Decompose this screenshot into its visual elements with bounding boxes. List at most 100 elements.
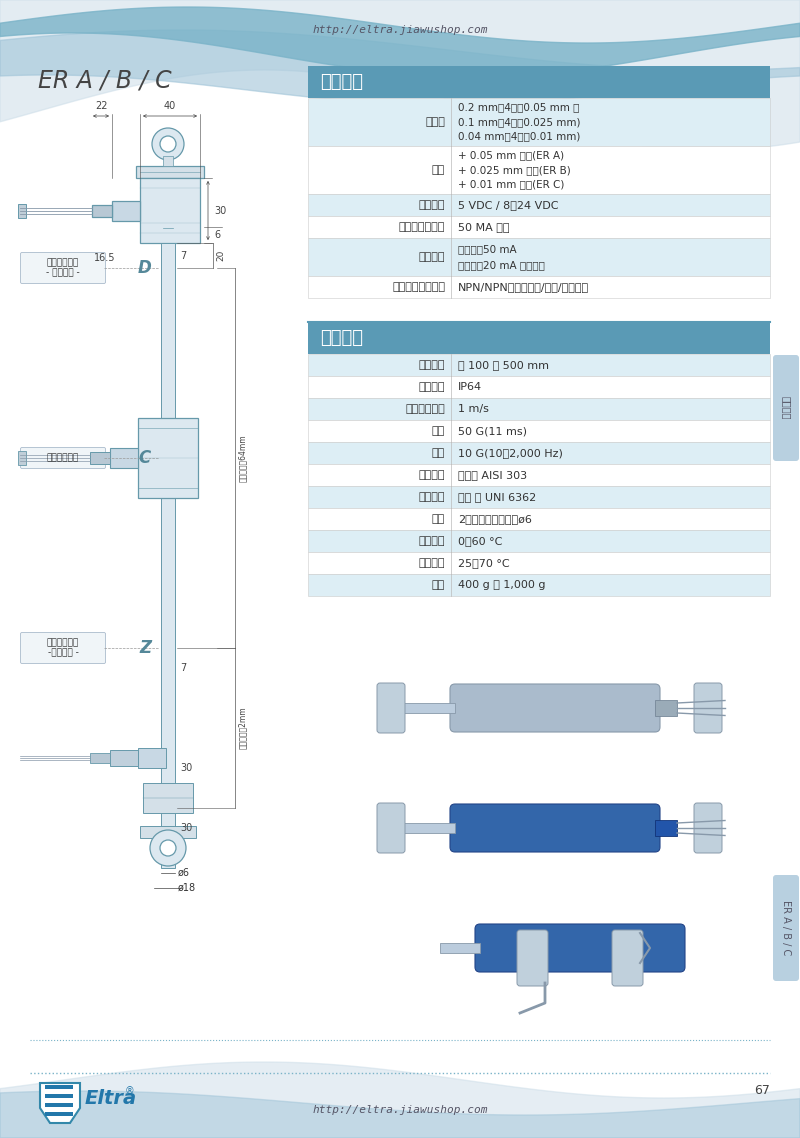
Text: 最大电流: 最大电流 — [418, 251, 446, 262]
Text: 67: 67 — [754, 1083, 770, 1097]
Bar — [308, 66, 770, 98]
Bar — [308, 442, 770, 464]
Text: 喷漆 铝 UNI 6362: 喷漆 铝 UNI 6362 — [458, 492, 537, 502]
FancyBboxPatch shape — [377, 803, 405, 854]
Text: 右置零位标记
- 关闭位置 -: 右置零位标记 - 关闭位置 - — [46, 258, 80, 278]
Text: 工作行程＋2mm: 工作行程＋2mm — [238, 707, 247, 749]
Text: 工作行程＊64mm: 工作行程＊64mm — [238, 435, 247, 481]
FancyBboxPatch shape — [450, 684, 660, 732]
Bar — [308, 193, 770, 216]
Text: 0～60 °C: 0～60 °C — [458, 536, 502, 546]
Bar — [92, 205, 112, 216]
Text: 中置零位标记: 中置零位标记 — [47, 454, 79, 462]
Bar — [45, 1085, 73, 1089]
Bar — [45, 1094, 73, 1098]
Text: ø18: ø18 — [178, 883, 196, 893]
Text: 最大运动速度: 最大运动速度 — [406, 404, 446, 414]
Bar — [655, 820, 677, 836]
Text: 振动: 振动 — [432, 448, 446, 457]
Text: D: D — [138, 259, 151, 277]
Text: 电气特性: 电气特性 — [320, 73, 363, 91]
Text: C: C — [138, 450, 151, 467]
FancyBboxPatch shape — [475, 924, 685, 972]
Text: 重量: 重量 — [432, 580, 446, 589]
Text: 工作行程: 工作行程 — [418, 360, 446, 370]
Bar — [440, 943, 480, 953]
Bar — [308, 508, 770, 530]
Circle shape — [150, 830, 186, 866]
Text: 主体材料: 主体材料 — [418, 470, 446, 480]
Text: 1 m/s: 1 m/s — [458, 404, 489, 414]
Text: 40: 40 — [164, 101, 176, 112]
Text: 储存温度: 储存温度 — [418, 558, 446, 568]
Text: 30: 30 — [180, 823, 192, 833]
Text: + 0.05 mm 最大(ER A): + 0.05 mm 最大(ER A) — [458, 150, 564, 160]
Polygon shape — [40, 1083, 80, 1123]
Circle shape — [152, 127, 184, 160]
FancyBboxPatch shape — [377, 683, 405, 733]
Text: 供电电源: 供电电源 — [418, 200, 446, 211]
Bar — [143, 783, 193, 813]
Text: 精度: 精度 — [432, 165, 446, 175]
Bar — [308, 98, 770, 146]
Text: 22: 22 — [94, 101, 107, 112]
FancyBboxPatch shape — [517, 930, 548, 986]
Bar — [136, 166, 204, 178]
Text: 外壳材料: 外壳材料 — [418, 492, 446, 502]
Bar — [138, 418, 198, 498]
Text: 0.04 mm（4倍频0.01 mm): 0.04 mm（4倍频0.01 mm) — [458, 132, 581, 141]
Text: 30: 30 — [214, 206, 226, 215]
Bar — [112, 200, 140, 221]
FancyBboxPatch shape — [773, 355, 799, 461]
Circle shape — [160, 137, 176, 152]
Text: 不锈钢 AISI 303: 不锈钢 AISI 303 — [458, 470, 527, 480]
Bar — [138, 748, 166, 768]
Text: 10 G(10～2,000 Hz): 10 G(10～2,000 Hz) — [458, 448, 563, 457]
Text: 7: 7 — [180, 663, 186, 673]
FancyBboxPatch shape — [21, 447, 106, 469]
Text: NPN/NPN集电极开路/推挽/长线驱动: NPN/NPN集电极开路/推挽/长线驱动 — [458, 282, 590, 292]
Circle shape — [160, 840, 176, 856]
Text: 每个通道20 mA 长线驱动: 每个通道20 mA 长线驱动 — [458, 261, 545, 270]
Bar — [308, 376, 770, 398]
Bar — [308, 420, 770, 442]
Bar — [163, 156, 173, 166]
Bar — [161, 244, 175, 868]
Text: 冲击: 冲击 — [432, 426, 446, 436]
Text: 2个球铰，安装孔径ø6: 2个球铰，安装孔径ø6 — [458, 514, 532, 523]
FancyBboxPatch shape — [694, 803, 722, 854]
Bar — [308, 277, 770, 298]
Bar — [308, 216, 770, 238]
Text: 7: 7 — [180, 250, 186, 261]
Bar — [110, 448, 138, 468]
Text: + 0.025 mm 最大(ER B): + 0.025 mm 最大(ER B) — [458, 165, 571, 175]
Text: 机械特性: 机械特性 — [320, 329, 363, 347]
FancyBboxPatch shape — [21, 633, 106, 663]
Text: Z: Z — [139, 640, 151, 657]
Text: 安装: 安装 — [432, 514, 446, 523]
Text: 5 VDC / 8～24 VDC: 5 VDC / 8～24 VDC — [458, 200, 558, 211]
Text: ER A / B / C: ER A / B / C — [781, 900, 791, 956]
FancyBboxPatch shape — [21, 253, 106, 283]
Text: 16.5: 16.5 — [94, 253, 116, 263]
Bar — [308, 238, 770, 277]
Bar — [45, 1103, 73, 1107]
Text: 50 MA 最大: 50 MA 最大 — [458, 222, 510, 232]
Bar — [90, 753, 110, 762]
Text: 20: 20 — [216, 250, 225, 262]
Bar — [18, 451, 26, 465]
Bar — [308, 464, 770, 486]
Bar — [110, 750, 138, 766]
Text: 工作温度: 工作温度 — [418, 536, 446, 546]
Text: 每个通道50 mA: 每个通道50 mA — [458, 244, 517, 254]
Bar — [655, 700, 677, 716]
Bar — [140, 178, 200, 244]
Text: http://eltra.jiawushop.com: http://eltra.jiawushop.com — [312, 1105, 488, 1115]
FancyBboxPatch shape — [612, 930, 643, 986]
Text: ER A / B / C: ER A / B / C — [38, 68, 172, 92]
Text: 防护等级: 防护等级 — [418, 382, 446, 391]
Bar — [308, 552, 770, 574]
Text: 50 G(11 ms): 50 G(11 ms) — [458, 426, 527, 436]
Text: 其它产品: 其它产品 — [781, 396, 791, 420]
Bar — [308, 354, 770, 376]
